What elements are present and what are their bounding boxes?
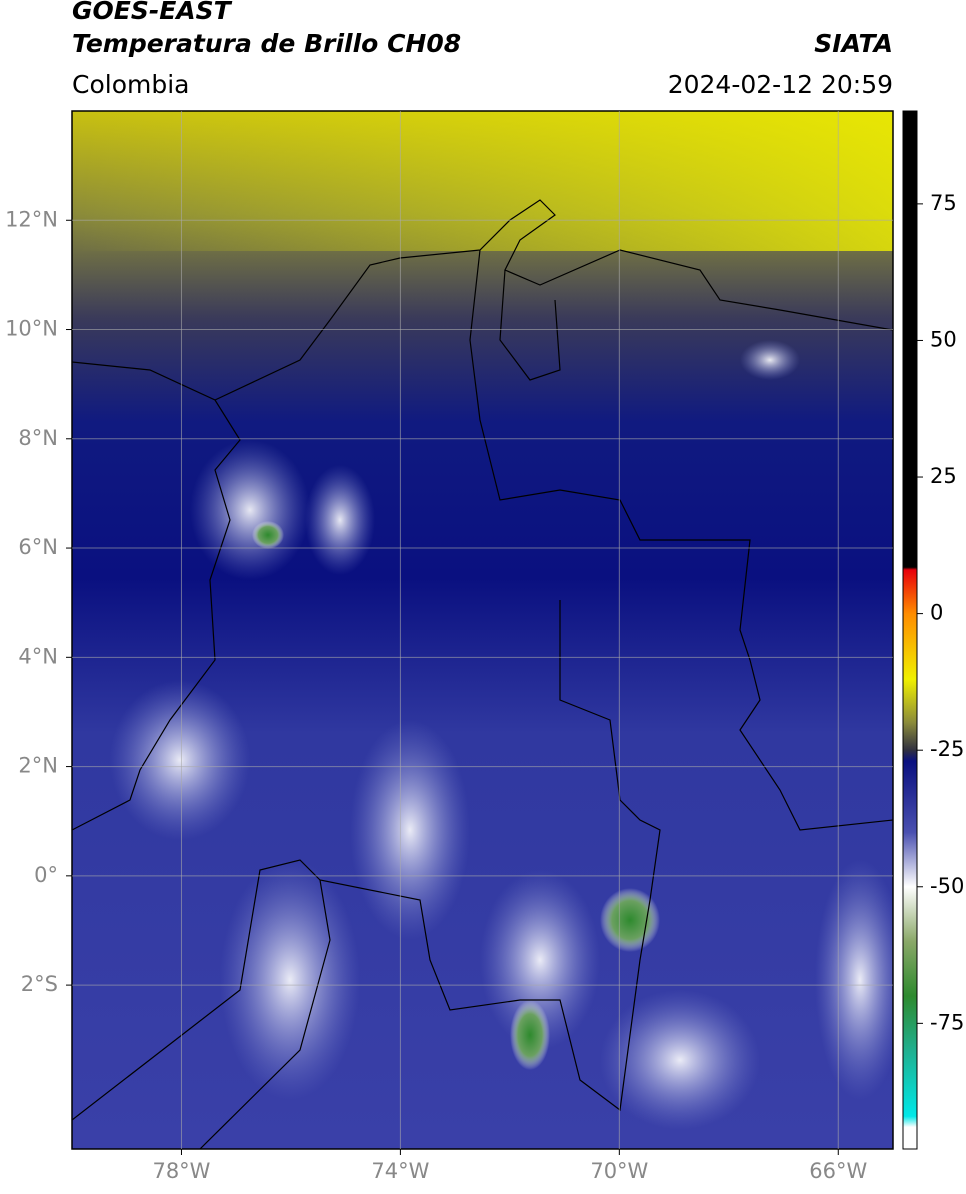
region: Colombia [72,70,189,99]
x-tick-label: 78°W [152,1159,210,1183]
y-tick-label: 8°N [18,426,58,450]
y-tick-label: 12°N [5,207,58,231]
datetime: 2024-02-12 20:59 [668,70,893,99]
source: SIATA [814,29,893,58]
y-tick-label: 4°N [18,644,58,668]
colorbar-tick-label: -75 [930,1010,964,1034]
y-tick-label: 6°N [18,535,58,559]
y-tick-label: 2°S [21,972,58,996]
colorbar-tick-label: -25 [930,737,964,761]
x-tick-label: 70°W [590,1159,648,1183]
y-tick-label: 0° [34,863,58,887]
subtitle: Temperatura de Brillo CH08 [72,29,461,58]
x-tick-label: 66°W [809,1159,867,1183]
colorbar-tick-label: 25 [930,464,957,488]
colorbar [902,110,918,1150]
colorbar-tick-label: -50 [930,874,964,898]
title: GOES-EAST [72,0,233,25]
x-tick-label: 74°W [371,1159,429,1183]
map-frame [71,110,894,1150]
colorbar-tick-label: 50 [930,327,957,351]
colorbar-tick-label: 0 [930,601,943,625]
y-tick-label: 10°N [5,317,58,341]
colorbar-tick-label: 75 [930,191,957,215]
satellite-image [72,111,893,1149]
y-tick-label: 2°N [18,754,58,778]
